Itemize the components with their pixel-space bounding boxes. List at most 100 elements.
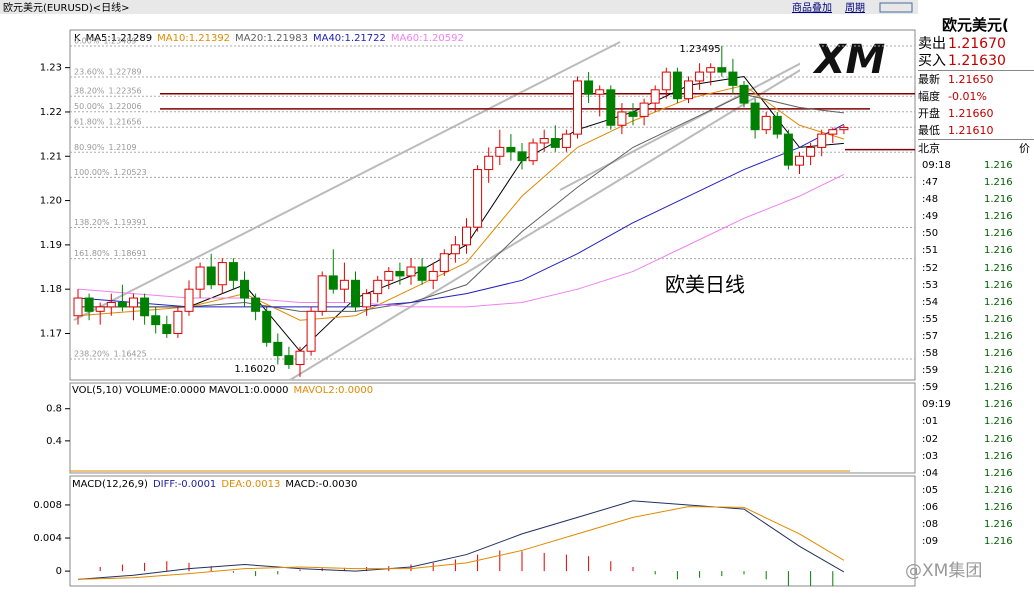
candle-body xyxy=(151,315,161,326)
tick-time: :05 xyxy=(922,484,939,496)
tick-price: 1.216 xyxy=(984,484,1013,496)
y-tick-label: 1.21 xyxy=(40,151,62,162)
fib-label: 161.80% xyxy=(74,249,110,258)
fib-value: 1.20523 xyxy=(114,168,147,177)
candle-body xyxy=(506,146,516,153)
col: 价 xyxy=(1019,142,1030,155)
legend-item: K xyxy=(74,33,81,44)
tick-list: 09:18 1.216:47 1.216:48 1.216:49 1.216:50 1.2… xyxy=(918,157,1034,550)
high-label: 1.23495 xyxy=(679,44,720,55)
overlay-button[interactable]: 商品叠加 xyxy=(792,1,832,14)
fib-label: 50.00% xyxy=(74,102,105,111)
quote-value: 1.21610 xyxy=(948,124,994,137)
quote-row: 买入 1.21630 xyxy=(918,53,1034,70)
candle-body xyxy=(306,310,316,352)
candle-body xyxy=(284,355,294,365)
quote-key: 卖出 xyxy=(918,36,946,52)
period-button[interactable]: 周期 xyxy=(845,2,865,14)
tick-row: :59 1.216 xyxy=(918,362,1034,379)
candle-body xyxy=(462,226,471,246)
window-buttons[interactable] xyxy=(879,2,913,13)
tick-time: :47 xyxy=(922,177,939,189)
tick-price: 1.216 xyxy=(984,313,1013,325)
legend-item: MAVOL2:0.0000 xyxy=(293,385,373,396)
fib-label: 0.00% xyxy=(74,36,100,45)
tick-price: 1.216 xyxy=(984,382,1013,394)
fib-value: 1.18691 xyxy=(114,249,147,258)
tick-price: 1.216 xyxy=(984,228,1013,240)
stats: 最新 1.21650 幅度 -0.01% 开盘 1.21660 最低 1.21610 xyxy=(918,70,1034,139)
candle-body xyxy=(595,89,605,95)
legend-item: MA20:1.21983 xyxy=(235,33,308,44)
tick-price: 1.216 xyxy=(984,416,1013,428)
legend-item: MA60:1.20592 xyxy=(391,33,464,44)
candle-body xyxy=(728,71,738,86)
candle-body xyxy=(295,350,305,365)
fib-label: 100.00% xyxy=(74,168,110,177)
tick-price: 1.216 xyxy=(984,194,1013,206)
candle-body xyxy=(417,266,427,281)
candle-body xyxy=(839,126,849,131)
tick-row: :04 1.216 xyxy=(918,465,1034,482)
volume-panel xyxy=(69,382,916,474)
quote-panel: 欧元美元( 卖出 1.21670 买入 1.21630 最新 1.21650 幅度 -0.0… xyxy=(918,14,1034,580)
tick-row: 09:18 1.216 xyxy=(918,157,1034,174)
candle-body xyxy=(495,146,505,157)
candle-body xyxy=(484,155,494,171)
title-bar xyxy=(0,0,918,14)
candle-body xyxy=(162,324,172,334)
candle-body xyxy=(528,142,538,162)
candle-body xyxy=(761,115,771,131)
y-tick-label: 1.19 xyxy=(40,240,62,251)
candle-body xyxy=(217,262,227,286)
tick-price: 1.216 xyxy=(984,450,1013,462)
candle-body xyxy=(384,270,394,281)
candle-body xyxy=(184,288,194,312)
tick-price: 1.216 xyxy=(984,399,1013,411)
tick-price: 1.216 xyxy=(984,518,1013,530)
tick-time: :06 xyxy=(922,501,939,513)
tick-row: :54 1.216 xyxy=(918,294,1034,311)
tick-row: :08 1.216 xyxy=(918,516,1034,533)
tick-price: 1.216 xyxy=(984,177,1013,189)
tick-time: :49 xyxy=(922,211,939,223)
tick-price: 1.216 xyxy=(984,245,1013,257)
ma-line xyxy=(77,123,845,308)
candle-body xyxy=(573,80,582,135)
candle-body xyxy=(584,80,594,95)
candle-body xyxy=(817,133,827,148)
tick-price: 1.216 xyxy=(984,160,1013,171)
tick-row: :01 1.216 xyxy=(918,413,1034,430)
tick-row: :53 1.216 xyxy=(918,277,1034,294)
legend-item: MA40:1.21722 xyxy=(313,33,386,44)
tick-time: :53 xyxy=(922,279,939,291)
fib-label: 80.90% xyxy=(74,143,105,152)
tick-time: :52 xyxy=(922,262,939,274)
y-tick-label: 1.20 xyxy=(40,196,62,207)
macd-panel xyxy=(69,475,916,587)
y-tick-label: 0 xyxy=(56,566,62,577)
tick-time: :59 xyxy=(922,382,939,394)
main-panel xyxy=(69,29,916,381)
tick-row: :55 1.216 xyxy=(918,311,1034,328)
macd-line xyxy=(77,500,845,580)
tick-price: 1.216 xyxy=(984,262,1013,274)
legend-item: DEA:0.0013 xyxy=(221,479,280,490)
candle-body xyxy=(828,129,838,135)
candle-body xyxy=(262,310,272,343)
candle-body xyxy=(772,115,782,135)
quote-row: 最新 1.21650 xyxy=(918,71,1034,88)
fib-value: 1.22006 xyxy=(109,102,142,111)
candle-body xyxy=(806,146,816,157)
candle-body xyxy=(373,279,383,295)
tick-time: :59 xyxy=(922,365,939,377)
quote-value: 1.21630 xyxy=(948,53,1006,69)
candle-body xyxy=(362,293,372,308)
candle-body xyxy=(717,67,727,73)
tick-row: :03 1.216 xyxy=(918,448,1034,465)
fib-value: 1.2109 xyxy=(109,143,137,152)
candle-body xyxy=(539,138,549,144)
tick-row: :58 1.216 xyxy=(918,345,1034,362)
chart-area: 欧元美元(EURUSD)<日线> 商品叠加 周期 XM 欧美日线 K MA5:1.… xyxy=(0,0,918,587)
